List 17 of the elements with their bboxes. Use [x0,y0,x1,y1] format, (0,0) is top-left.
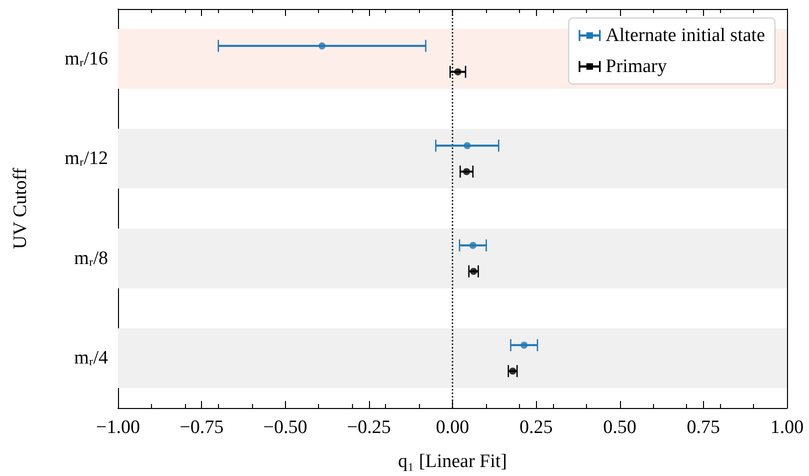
x-tick-label: −0.75 [180,417,224,438]
y-tick-label: mᵣ/8 [74,248,108,269]
x-tick-label: 1.00 [770,417,804,438]
x-axis-title: q₁ [Linear Fit] [398,451,507,472]
y-tick-label: mᵣ/16 [64,48,108,70]
y-tick-label: mᵣ/12 [64,148,108,170]
legend-label: Primary [606,56,668,77]
x-tick-label: −0.50 [263,417,308,438]
x-tick-label: 0.75 [686,417,720,438]
y-tick-label: mᵣ/4 [74,348,108,369]
legend-label: Alternate initial state [606,25,766,46]
x-tick-label: 0.00 [436,417,470,438]
x-tick-label: 0.25 [520,417,553,438]
x-tick-label: 0.50 [603,417,636,438]
y-axis-title: UV Cutoff [10,167,31,250]
x-tick-label: −0.25 [346,417,391,438]
x-tick-label: −1.00 [96,417,140,438]
